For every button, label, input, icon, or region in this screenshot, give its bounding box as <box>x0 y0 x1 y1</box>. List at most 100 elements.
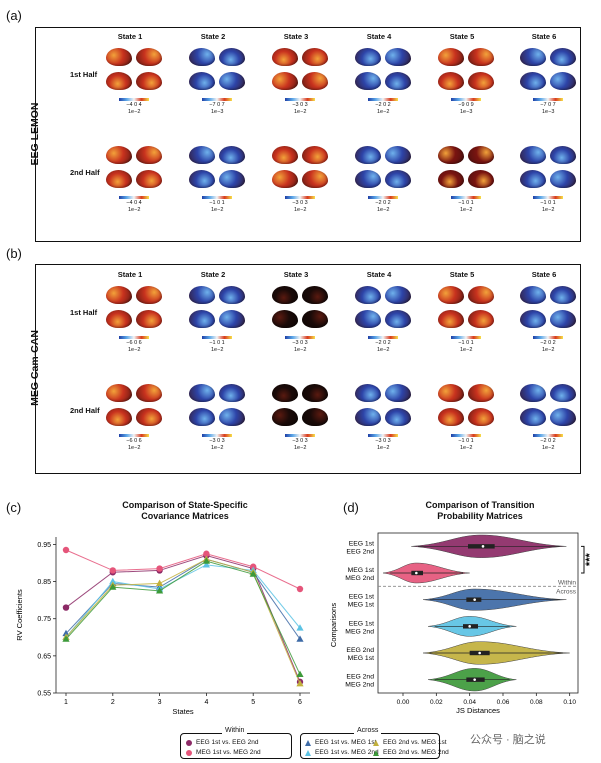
brain-surface <box>219 48 245 66</box>
colorbar-exponent: 1e−2 <box>294 109 307 115</box>
brain-surface <box>355 408 381 426</box>
colorbar-exponent: 1e−2 <box>542 445 555 451</box>
x-axis-label: JS Distances <box>456 706 500 715</box>
brain-surface <box>355 310 381 328</box>
colorbar <box>533 336 563 339</box>
colorbar-ticks: −1 0 1 <box>540 200 556 206</box>
brain-surface <box>189 286 215 304</box>
colorbar-ticks: −7 0 7 <box>540 102 556 108</box>
brain-surface <box>219 72 245 90</box>
brain-surface <box>438 146 464 164</box>
brain-surface <box>106 170 132 188</box>
brain-surface <box>355 286 381 304</box>
colorbar-ticks: −2 0 2 <box>540 438 556 444</box>
panel-b-dataset-label: MEG Cam-CAN <box>29 330 41 406</box>
x-tick-label: 4 <box>204 699 208 706</box>
colorbar-ticks: −2 0 2 <box>375 102 391 108</box>
category-label-line2: MEG 2nd <box>345 682 374 689</box>
violin-median <box>478 651 481 655</box>
x-tick-label: 0.02 <box>430 699 443 706</box>
brain-surface <box>385 146 411 164</box>
brain-surface <box>385 384 411 402</box>
violin-median <box>415 571 418 575</box>
brain-surface <box>302 48 328 66</box>
colorbar-exponent: 1e−2 <box>294 207 307 213</box>
series-point <box>249 570 257 577</box>
x-tick-label: 5 <box>251 699 255 706</box>
legend-triangle-marker <box>373 740 379 746</box>
brain-surface <box>520 384 546 402</box>
colorbar <box>368 434 398 437</box>
category-label-line1: EEG 2nd <box>346 674 374 681</box>
series-point <box>296 624 304 631</box>
legend-item-label: EEG 1st vs. MEG 2nd <box>315 748 379 756</box>
state-header: State 5 <box>449 32 475 41</box>
colorbar <box>368 196 398 199</box>
brain-surface <box>438 408 464 426</box>
brain-surface <box>355 384 381 402</box>
state-header: State 5 <box>449 270 475 279</box>
y-tick-label: 0.75 <box>37 616 51 623</box>
brain-surface <box>302 146 328 164</box>
colorbar-exponent: 1e−2 <box>211 347 224 353</box>
brain-surface <box>468 286 494 304</box>
legend-item-label: EEG 2nd vs. MEG 2nd <box>383 748 449 756</box>
colorbar-ticks: −3 0 3 <box>209 438 225 444</box>
colorbar-ticks: −2 0 2 <box>375 200 391 206</box>
state-header: State 4 <box>366 32 392 41</box>
state-header: State 1 <box>117 270 143 279</box>
colorbar <box>451 98 481 101</box>
brain-surface <box>272 286 298 304</box>
brain-surface <box>189 146 215 164</box>
brain-surface <box>468 146 494 164</box>
brain-surface <box>520 72 546 90</box>
y-tick-label: 0.65 <box>37 653 51 660</box>
series-point <box>62 635 70 642</box>
colorbar-ticks: −3 0 3 <box>292 438 308 444</box>
colorbar-ticks: −1 0 1 <box>209 340 225 346</box>
colorbar-ticks: −9 0 9 <box>458 102 474 108</box>
panel-a-letter: (a) <box>6 8 22 23</box>
series-line <box>65 555 301 683</box>
x-tick-label: 2 <box>111 699 115 706</box>
colorbar <box>451 336 481 339</box>
legend-item-label: EEG 1st vs. EEG 2nd <box>196 738 259 746</box>
brain-surface <box>136 408 162 426</box>
brain-surface <box>106 48 132 66</box>
colorbar-exponent: 1e−2 <box>377 109 390 115</box>
colorbar <box>368 98 398 101</box>
brain-surface <box>106 384 132 402</box>
brain-surface <box>272 48 298 66</box>
brain-surface <box>302 286 328 304</box>
brain-surface <box>136 310 162 328</box>
brain-surface <box>385 310 411 328</box>
colorbar-exponent: 1e−2 <box>294 347 307 353</box>
colorbar-exponent: 1e−2 <box>211 207 224 213</box>
category-label-line1: EEG 1st <box>349 594 374 601</box>
colorbar-exponent: 1e−3 <box>542 109 555 115</box>
brain-surface <box>272 170 298 188</box>
x-tick-label: 0.10 <box>563 699 576 706</box>
brain-surface <box>438 384 464 402</box>
colorbar-exponent: 1e−2 <box>128 347 141 353</box>
panel-b-letter: (b) <box>6 246 22 261</box>
colorbar-exponent: 1e−2 <box>542 347 555 353</box>
state-header: State 2 <box>200 32 226 41</box>
rv-coefficient-chart: 0.55 0.65 0.75 0.85 0.95 1 2 3 4 5 6 States RV Coeff… <box>15 537 310 716</box>
colorbar-ticks: −1 0 1 <box>458 438 474 444</box>
brain-surface <box>302 384 328 402</box>
colorbar-ticks: −1 0 1 <box>458 340 474 346</box>
x-tick-label: 0.04 <box>463 699 476 706</box>
series-point <box>296 670 304 678</box>
state-header: State 4 <box>366 270 392 279</box>
brain-surface <box>189 384 215 402</box>
colorbar <box>533 434 563 437</box>
brain-surface <box>438 170 464 188</box>
chart-d-title-line2: Probability Matrices <box>437 511 523 521</box>
colorbar <box>202 336 232 339</box>
brain-surface <box>385 408 411 426</box>
category-label-line2: EEG 2nd <box>346 548 374 555</box>
legend-circle-marker <box>186 740 192 746</box>
half-label: 1st Half <box>70 308 98 317</box>
brain-surface <box>355 146 381 164</box>
